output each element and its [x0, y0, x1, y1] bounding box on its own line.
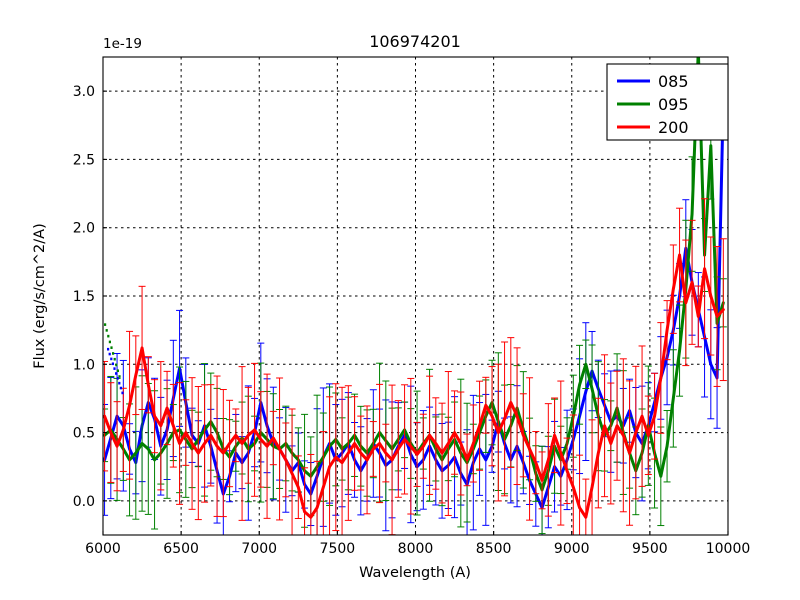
legend-label-200[interactable]: 200 — [658, 118, 689, 137]
series-group-200 — [103, 198, 727, 535]
x-tick-label: 6500 — [163, 541, 199, 557]
trace-dot — [108, 352, 111, 356]
y-axis-offset-label: 1e-19 — [103, 36, 142, 52]
y-tick-label: 0.0 — [73, 494, 95, 510]
x-tick-label: 9000 — [554, 541, 590, 557]
x-tick-label: 9500 — [632, 541, 668, 557]
legend-label-095[interactable]: 095 — [658, 95, 689, 114]
trace-dot — [113, 367, 116, 370]
trace-dot — [115, 363, 118, 367]
trace-dot — [107, 334, 110, 338]
edge-dotted-trace — [104, 323, 124, 395]
y-tick-label: 2.5 — [73, 152, 95, 168]
y-tick-label: 2.0 — [73, 221, 95, 237]
trace-dot — [116, 369, 119, 373]
x-tick-label: 8500 — [476, 541, 512, 557]
trace-dot — [118, 381, 121, 385]
x-tick-label: 8000 — [398, 541, 434, 557]
trace-dot — [104, 323, 107, 326]
trace-dot — [107, 347, 110, 351]
data-layer — [103, 57, 727, 535]
x-tick-label: 10000 — [706, 541, 751, 557]
y-tick-label: 1.5 — [73, 289, 95, 305]
y-tick-label: 3.0 — [73, 84, 95, 100]
trace-dot — [110, 346, 113, 349]
trace-dot — [110, 357, 113, 361]
x-tick-label: 7500 — [320, 541, 356, 557]
tick-layer: 6000 6500 7000 7500 8000 8500 9000 9500 10000 0.0… — [73, 84, 751, 557]
trace-dot — [108, 340, 111, 344]
y-tick-label: 0.5 — [73, 426, 95, 442]
trace-dot — [113, 357, 116, 361]
x-axis-title: Wavelength (A) — [359, 565, 471, 581]
trace-dot — [111, 362, 114, 366]
legend[interactable]: 085 095 200 — [606, 63, 729, 141]
series-line-200 — [103, 253, 725, 519]
y-tick-label: 1.0 — [73, 357, 95, 373]
trace-dot — [118, 375, 121, 378]
page-title: 106974201 — [369, 32, 461, 51]
trace-dot — [121, 391, 124, 395]
legend-label-085[interactable]: 085 — [658, 72, 689, 91]
trace-dot — [119, 386, 122, 390]
trace-dot — [112, 352, 115, 355]
trace-dot — [116, 377, 119, 380]
trace-dot — [105, 329, 108, 332]
y-axis-title: Flux (erg/s/cm^2/A) — [32, 223, 48, 369]
x-tick-label: 6000 — [85, 541, 121, 557]
trace-dot — [115, 372, 118, 375]
x-tick-label: 7000 — [241, 541, 277, 557]
